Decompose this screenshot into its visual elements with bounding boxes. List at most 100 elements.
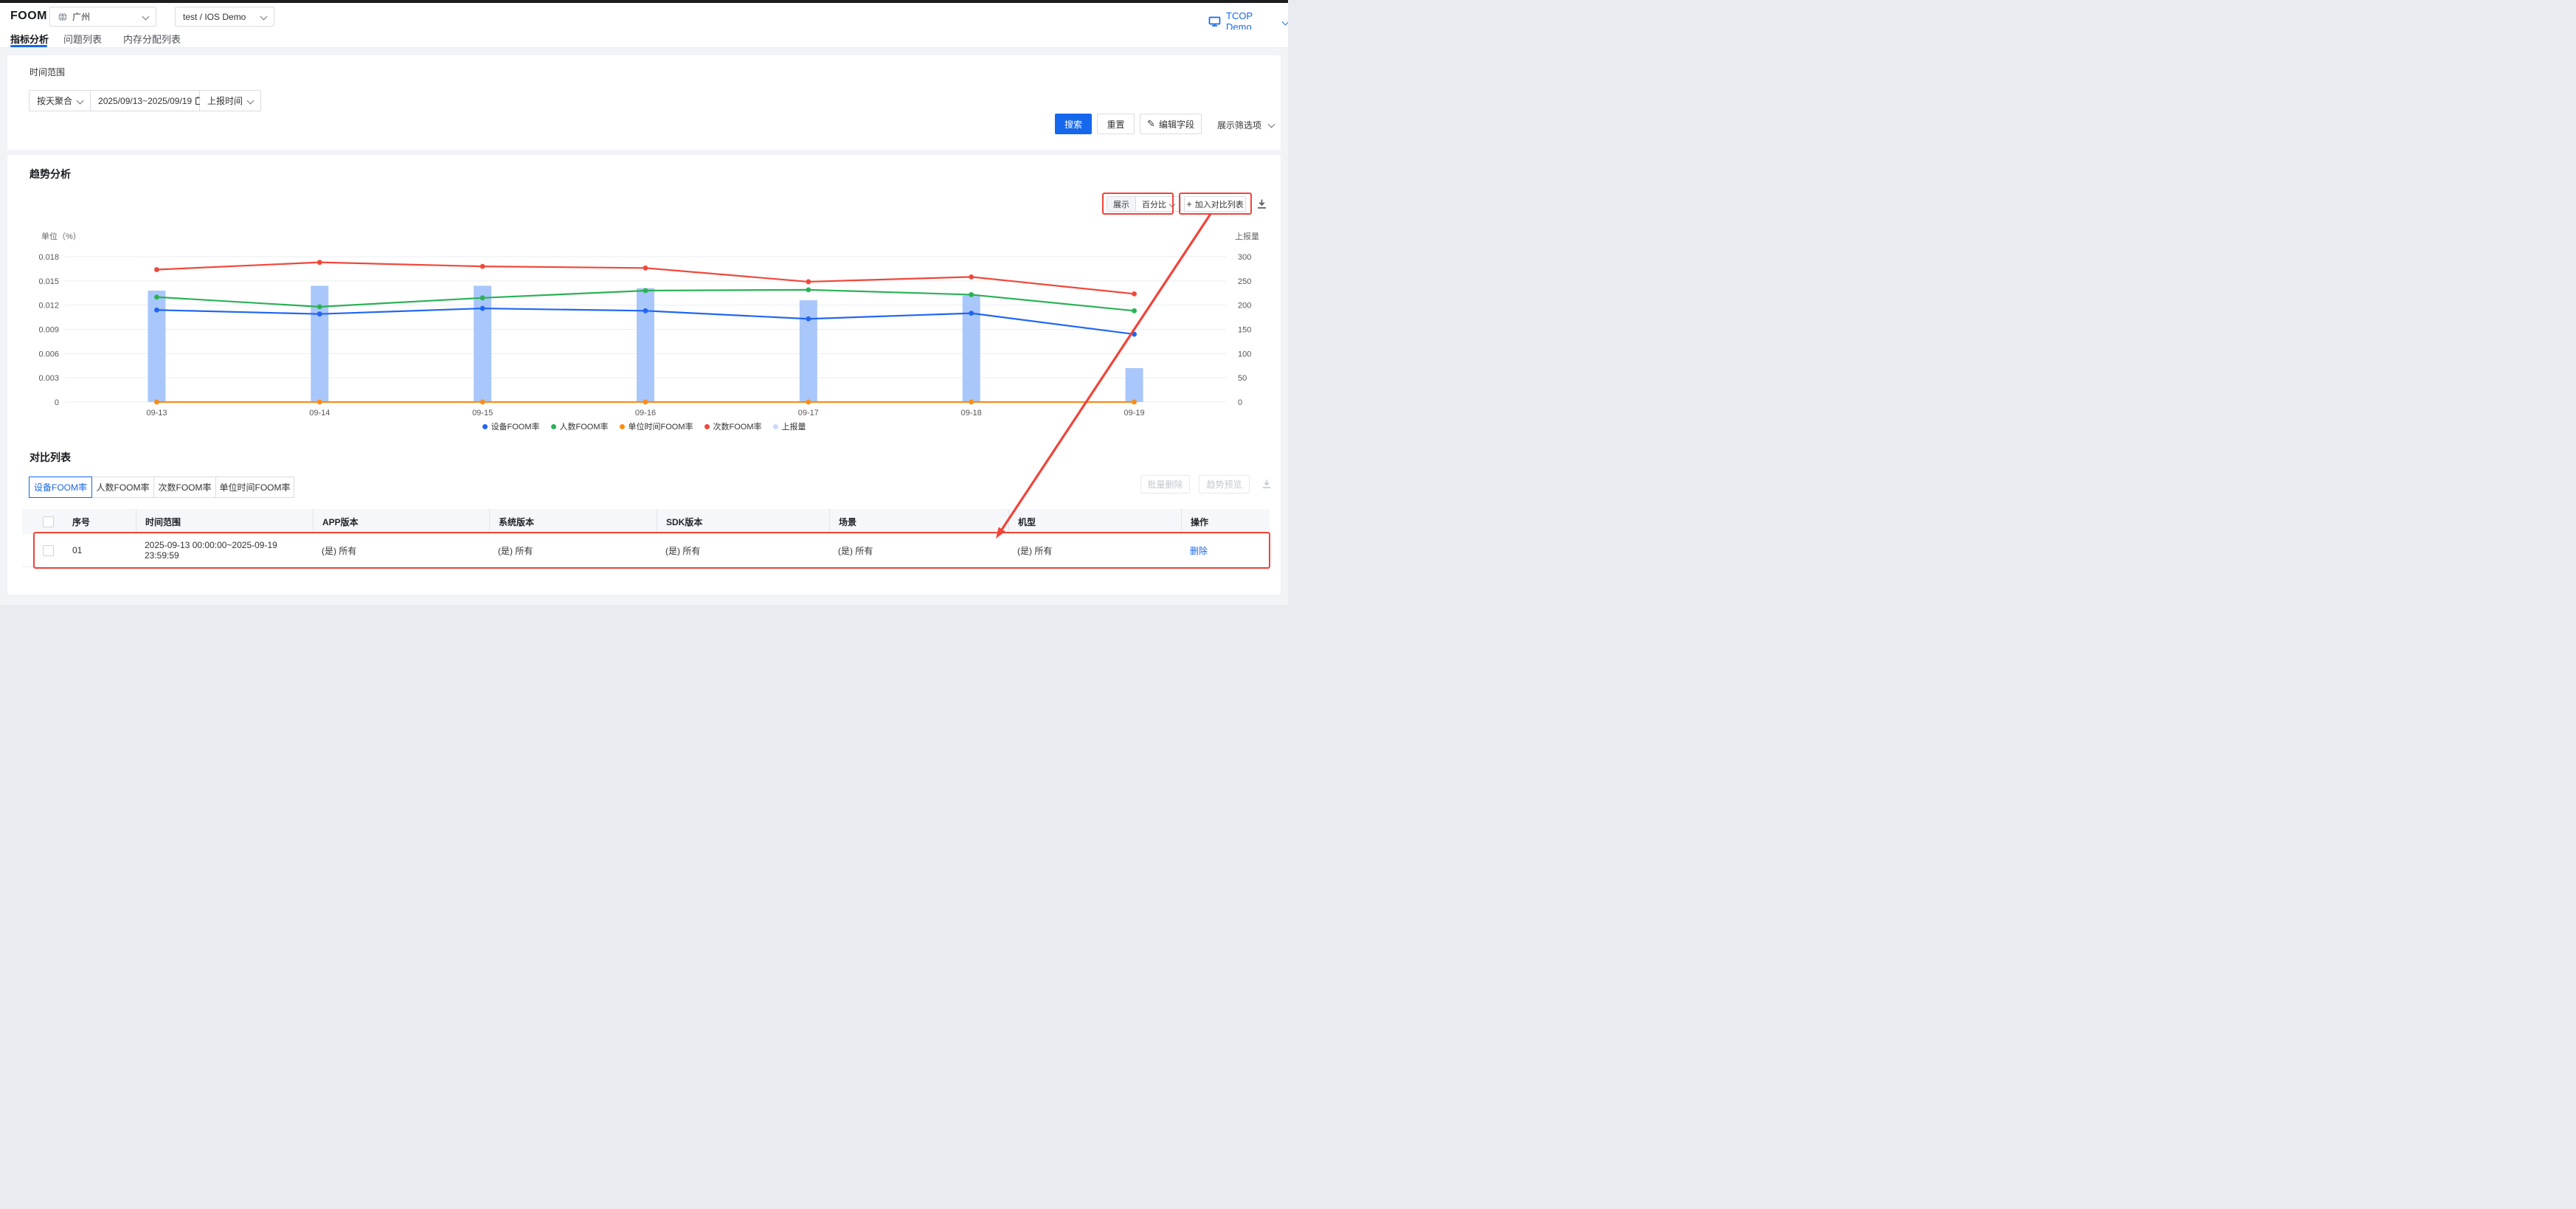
search-button[interactable]: 搜索 <box>1055 114 1092 134</box>
svg-text:0.012: 0.012 <box>38 302 59 311</box>
project-value: test / IOS Demo <box>183 11 246 22</box>
col-label: 机型 <box>1018 516 1036 527</box>
top-bar: FOOM 广州 test / IOS Demo TCOP Demo <box>0 3 1288 32</box>
batch-delete-button[interactable]: 批量删除 <box>1140 475 1190 493</box>
legend-item[interactable]: 设备FOOM率 <box>482 420 540 432</box>
nav-tabs-bar: 指标分析 问题列表 内存分配列表 <box>0 30 1288 48</box>
report-time-value: 上报时间 <box>207 96 243 106</box>
chevron-down-icon <box>1281 18 1288 25</box>
ctab-device-foom[interactable]: 设备FOOM率 <box>29 477 92 498</box>
col-sdk-version: SDK版本 <box>657 509 829 534</box>
ctab-count-foom[interactable]: 次数FOOM率 <box>153 477 216 498</box>
aggregation-value: 按天聚合 <box>37 96 73 106</box>
chevron-down-icon <box>1267 120 1275 128</box>
chevron-down-icon <box>1168 201 1176 207</box>
ctab-label: 人数FOOM率 <box>96 482 150 493</box>
cell-time-range: 2025-09-13 00:00:00~2025-09-19 23:59:59 <box>136 534 313 567</box>
tab-memory-alloc-list[interactable]: 内存分配列表 <box>123 34 181 45</box>
col-label: 系统版本 <box>499 516 535 527</box>
ctab-label: 单位时间FOOM率 <box>219 482 291 493</box>
ctab-user-foom[interactable]: 人数FOOM率 <box>91 477 154 498</box>
svg-text:0.006: 0.006 <box>38 350 59 358</box>
tab-metric-analysis[interactable]: 指标分析 <box>10 34 49 45</box>
cell-value: (是) 所有 <box>498 545 533 556</box>
cell-value: 01 <box>72 545 83 555</box>
col-os-version: 系统版本 <box>489 509 657 534</box>
time-range-control: 按天聚合 2025/09/13 ~ 2025/09/19 上报时间 <box>29 90 262 111</box>
display-mode-label-seg: 展示 <box>1107 196 1136 212</box>
date-end: 2025/09/19 <box>148 95 193 106</box>
svg-text:0.018: 0.018 <box>38 253 59 262</box>
filter-card: 时间范围 按天聚合 2025/09/13 ~ 2025/09/19 上报时间 搜… <box>7 55 1281 150</box>
cell-app-version: (是) 所有 <box>313 534 489 567</box>
comparison-download-icon[interactable] <box>1261 478 1273 493</box>
chevron-down-icon <box>76 97 84 105</box>
region-select[interactable]: 广州 <box>49 7 156 27</box>
svg-text:0: 0 <box>1238 398 1242 407</box>
plus-icon: + <box>1186 198 1192 209</box>
svg-text:09-13: 09-13 <box>146 409 167 418</box>
date-start: 2025/09/13 <box>98 95 143 106</box>
svg-text:100: 100 <box>1238 350 1251 358</box>
display-value: 百分比 <box>1142 200 1166 209</box>
delete-row-link[interactable]: 删除 <box>1190 545 1208 556</box>
legend-item[interactable]: 次数FOOM率 <box>704 420 762 432</box>
svg-text:09-17: 09-17 <box>798 409 819 418</box>
cell-value: (是) 所有 <box>322 545 357 556</box>
edit-fields-button[interactable]: ✎ 编辑字段 <box>1140 114 1202 134</box>
date-range-input[interactable]: 2025/09/13 ~ 2025/09/19 <box>91 90 204 111</box>
col-time-range: 时间范围 <box>136 509 313 534</box>
cell-no: 01 <box>65 534 136 567</box>
add-to-comparison-button[interactable]: + 加入对比列表 <box>1184 196 1246 212</box>
trend-title: 趋势分析 <box>30 168 71 180</box>
legend-label: 人数FOOM率 <box>559 423 609 432</box>
svg-text:50: 50 <box>1238 374 1247 383</box>
display-mode-select[interactable]: 百分比 <box>1136 196 1181 212</box>
svg-text:0.015: 0.015 <box>38 277 59 286</box>
row-checkbox[interactable] <box>43 544 54 556</box>
svg-text:单位（%）: 单位（%） <box>41 231 81 241</box>
col-label: 操作 <box>1191 516 1209 527</box>
legend-item[interactable]: 单位时间FOOM率 <box>619 420 693 432</box>
tab-issue-list[interactable]: 问题列表 <box>63 34 103 45</box>
show-filters-label: 展示筛选项 <box>1217 120 1262 131</box>
window-top-strip <box>0 0 1288 3</box>
svg-text:200: 200 <box>1238 302 1251 311</box>
chart-download-icon[interactable] <box>1256 198 1268 214</box>
cell-os-version: (是) 所有 <box>489 534 657 567</box>
show-filters-toggle[interactable]: 展示筛选项 <box>1217 119 1275 131</box>
legend-item[interactable]: 上报量 <box>772 420 806 432</box>
svg-text:上报量: 上报量 <box>1235 231 1259 241</box>
ctab-unit-time-foom[interactable]: 单位时间FOOM率 <box>215 477 294 498</box>
legend-dot-icon <box>619 423 625 429</box>
legend-dot-icon <box>704 423 710 429</box>
col-no: 序号 <box>65 509 136 534</box>
svg-text:300: 300 <box>1238 253 1251 262</box>
col-label: APP版本 <box>322 516 359 527</box>
pencil-icon: ✎ <box>1147 118 1155 129</box>
svg-text:250: 250 <box>1238 277 1251 286</box>
batch-delete-label: 批量删除 <box>1147 479 1183 490</box>
reset-button[interactable]: 重置 <box>1097 114 1135 134</box>
app-logo: FOOM <box>10 10 47 22</box>
col-label: 场景 <box>839 516 857 527</box>
legend-item[interactable]: 人数FOOM率 <box>550 420 609 432</box>
cell-action: 删除 <box>1181 534 1268 567</box>
legend-dot-icon <box>772 423 778 429</box>
svg-text:150: 150 <box>1238 326 1251 335</box>
select-all-checkbox[interactable] <box>43 516 54 527</box>
legend-label: 次数FOOM率 <box>713 423 762 432</box>
report-time-select[interactable]: 上报时间 <box>200 90 262 111</box>
search-button-label: 搜索 <box>1064 119 1082 130</box>
aggregation-select[interactable]: 按天聚合 <box>29 90 91 111</box>
project-select[interactable]: test / IOS Demo <box>175 7 274 27</box>
time-range-label: 时间范围 <box>30 67 66 77</box>
svg-text:09-16: 09-16 <box>635 409 656 418</box>
app-root: FOOM 广州 test / IOS Demo TCOP Demo 指标分析 问… <box>0 0 1288 605</box>
display-mode-control: 展示 百分比 <box>1107 196 1181 212</box>
cell-value: (是) 所有 <box>1017 545 1053 556</box>
svg-text:09-14: 09-14 <box>309 409 330 418</box>
cell-value: 2025-09-13 00:00:00~2025-09-19 23:59:59 <box>145 540 277 561</box>
trend-preview-button[interactable]: 趋势预览 <box>1199 475 1250 493</box>
reset-button-label: 重置 <box>1107 119 1125 130</box>
